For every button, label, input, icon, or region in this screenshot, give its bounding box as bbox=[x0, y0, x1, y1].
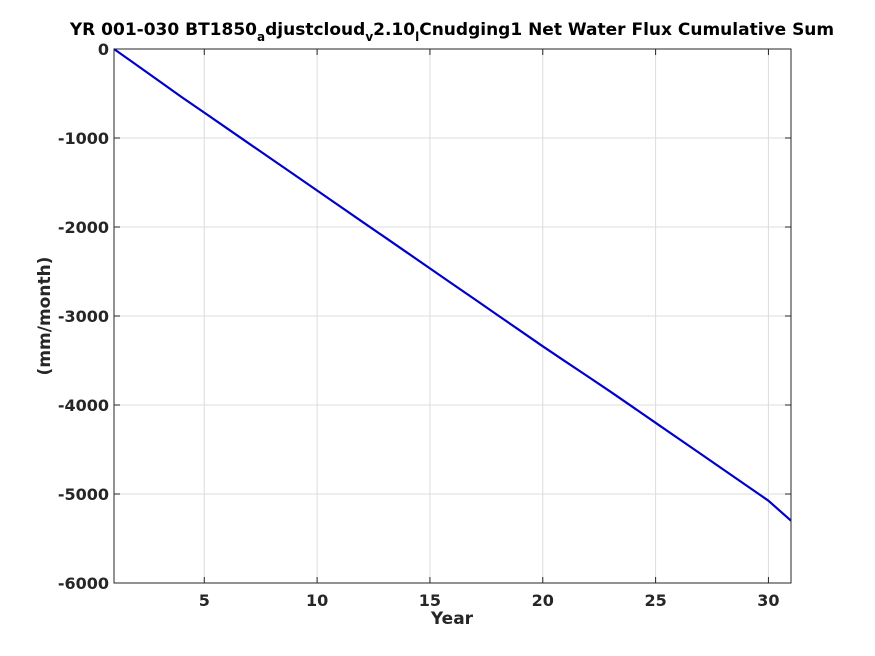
tick-layer: 5 10 15 20 25 30 0 -1000 -2000 -3000 -4000 -5000 -60… bbox=[58, 40, 791, 610]
x-tick-label: 5 bbox=[199, 591, 210, 610]
chart-title: YR 001-030 BT1850adjustcloudv2.10lCnudgi… bbox=[69, 20, 834, 44]
x-tick-label: 20 bbox=[532, 591, 554, 610]
grid-layer bbox=[114, 48, 791, 584]
x-tick-label: 15 bbox=[419, 591, 441, 610]
y-tick-label: -5000 bbox=[58, 485, 109, 504]
y-tick-label: -4000 bbox=[58, 396, 109, 415]
y-tick-label: -3000 bbox=[58, 307, 109, 326]
x-tick-label: 25 bbox=[644, 591, 666, 610]
series-line bbox=[113, 48, 792, 522]
y-tick-label: 0 bbox=[98, 40, 109, 59]
x-axis-label: Year bbox=[430, 609, 474, 629]
y-axis-label: (mm/month) bbox=[35, 257, 55, 376]
series-layer bbox=[113, 48, 792, 522]
y-tick-label: -1000 bbox=[58, 129, 109, 148]
x-tick-label: 30 bbox=[757, 591, 779, 610]
y-tick-label: -2000 bbox=[58, 218, 109, 237]
x-tick-label: 10 bbox=[306, 591, 328, 610]
y-tick-label: -6000 bbox=[58, 574, 109, 593]
